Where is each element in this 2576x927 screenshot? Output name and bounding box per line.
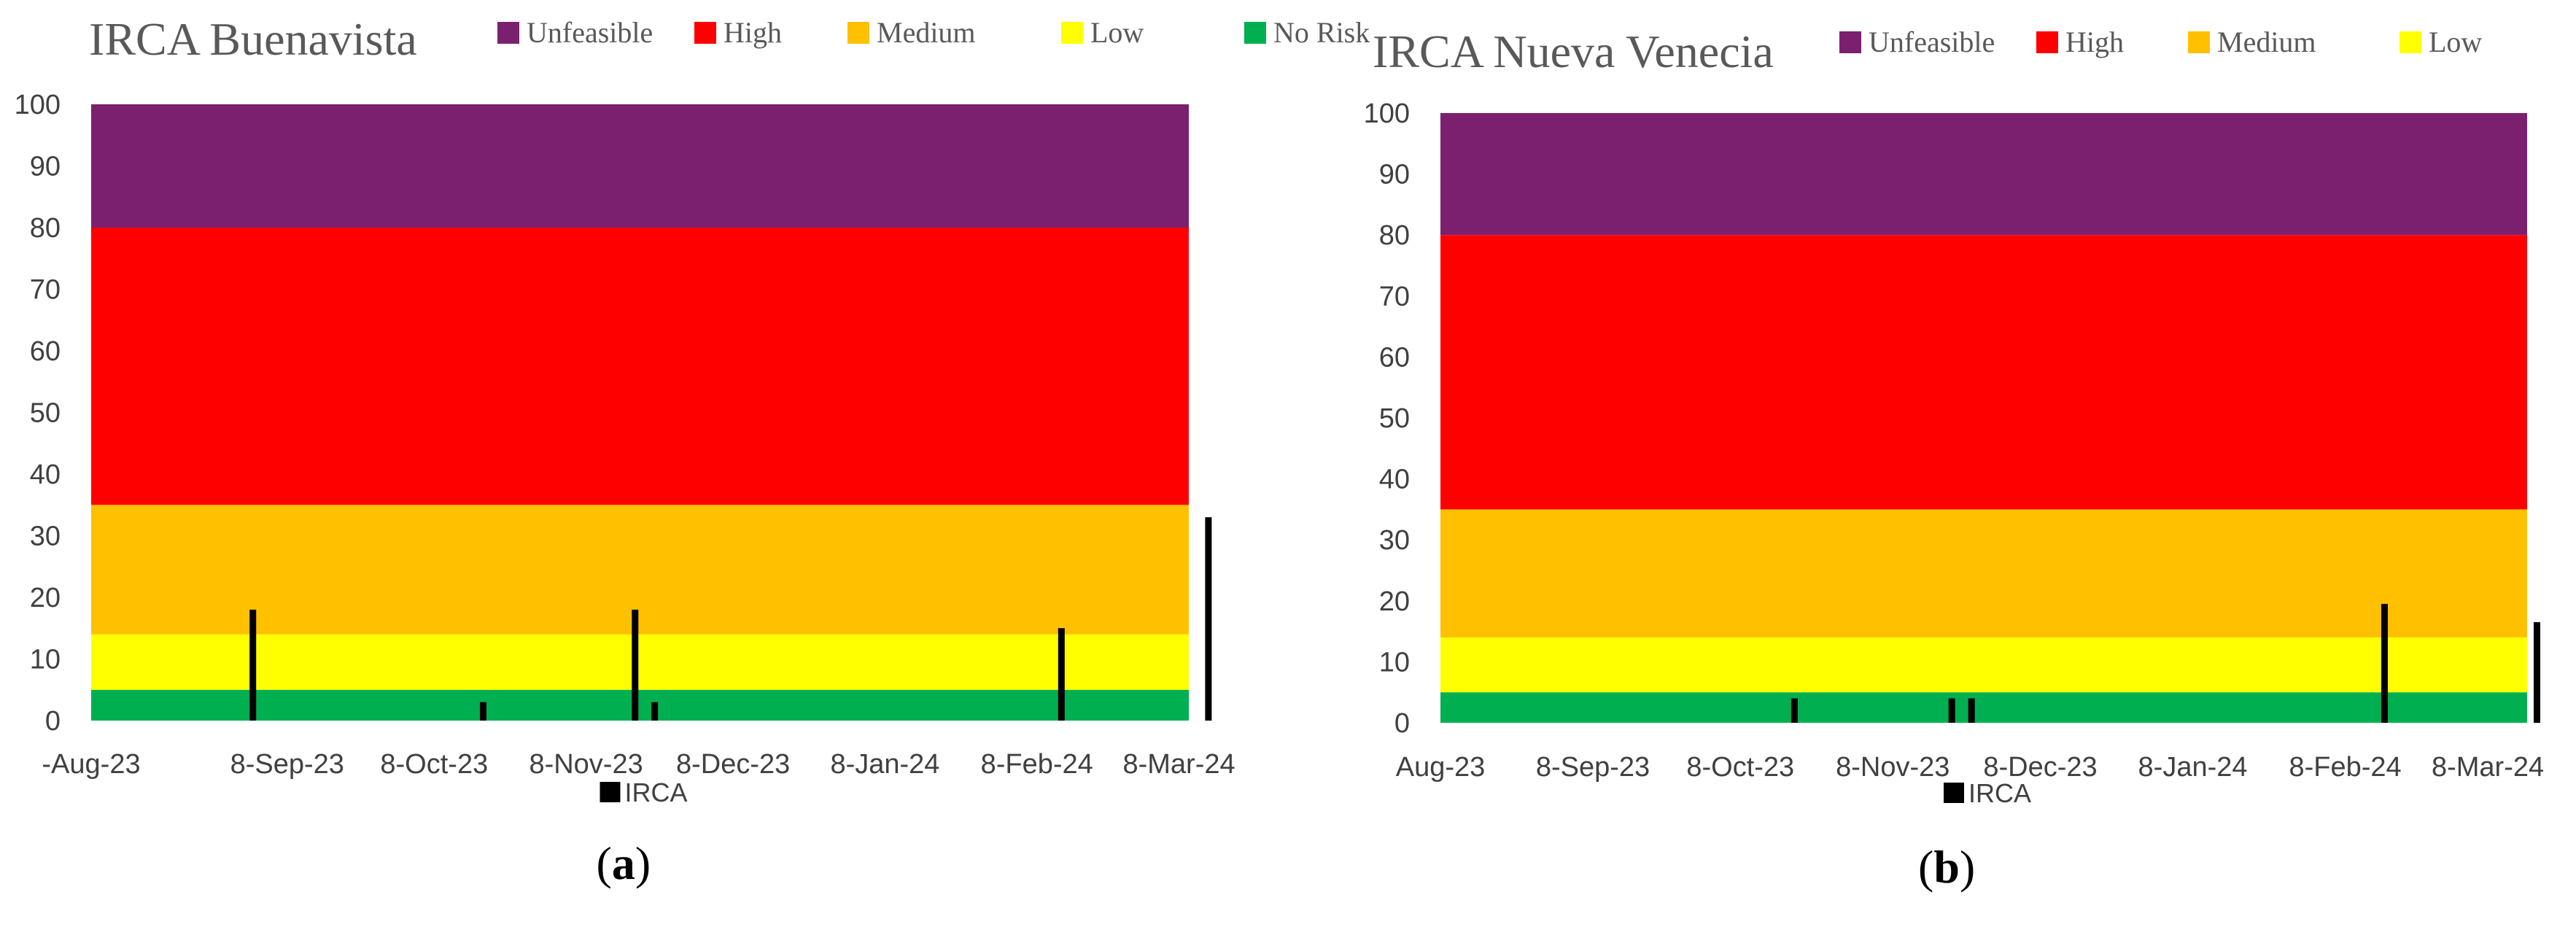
x-tick-label: -Aug-23: [42, 749, 140, 780]
legend-label-no-risk: No Risk: [1273, 16, 1370, 49]
irca-bar: [651, 702, 659, 721]
legend-swatch-medium: [2188, 31, 2210, 53]
y-tick-label: 50: [30, 398, 61, 429]
legend-label-medium: Medium: [2217, 26, 2316, 58]
y-tick-label: 80: [1379, 220, 1410, 251]
panel-label: (a): [597, 837, 651, 889]
legend-swatch-unfeasible: [1839, 31, 1861, 53]
y-tick-label: 30: [30, 521, 61, 552]
band-no-risk: [1440, 692, 2527, 723]
x-tick-label: 8-Jan-24: [830, 749, 939, 780]
y-tick-label: 10: [1379, 647, 1410, 678]
y-tick-label: 100: [1364, 98, 1410, 129]
x-tick-label: 8-Mar-24: [2432, 752, 2544, 783]
y-tick-label: 70: [1379, 282, 1410, 312]
irca-bar: [632, 609, 639, 721]
irca-bar: [2533, 622, 2540, 723]
y-tick-label: 80: [30, 213, 61, 244]
legend-swatch-high: [694, 22, 716, 44]
x-tick-label: Aug-23: [1396, 752, 1486, 783]
x-tick-label: 8-Sep-23: [1536, 752, 1650, 783]
y-tick-label: 90: [1379, 160, 1410, 190]
x-tick-label: 8-Dec-23: [676, 749, 790, 780]
x-tick-label: 8-Mar-24: [1122, 749, 1235, 780]
irca-bar: [1968, 698, 1975, 723]
band-high: [1440, 235, 2527, 510]
legend-label-unfeasible: Unfeasible: [1869, 26, 1995, 58]
series-legend-label: IRCA: [625, 777, 688, 807]
irca-bar: [1205, 517, 1212, 721]
y-tick-label: 40: [30, 459, 61, 490]
legend-swatch-low: [2400, 31, 2421, 53]
legend-swatch-medium: [847, 22, 869, 44]
y-tick-label: 30: [1379, 525, 1410, 556]
series-legend-swatch: [600, 782, 621, 802]
legend-swatch-low: [1061, 22, 1083, 44]
x-tick-label: 8-Nov-23: [529, 749, 643, 780]
y-tick-label: 90: [30, 152, 61, 182]
series-legend-swatch: [1944, 783, 1964, 803]
legend-label-low: Low: [1090, 16, 1144, 49]
x-tick-label: 8-Feb-24: [981, 749, 1093, 780]
irca-bar: [1791, 698, 1798, 723]
x-tick-label: 8-Dec-23: [1983, 752, 2097, 783]
y-tick-label: 100: [15, 90, 61, 120]
band-unfeasible: [1440, 113, 2527, 236]
y-tick-label: 0: [45, 706, 61, 737]
chart-panel-b: IRCA Nueva Venecia Unfeasible High Medium Lo…: [1364, 26, 2545, 893]
y-tick-label: 20: [30, 583, 61, 613]
band-no-risk: [91, 689, 1189, 721]
legend-label-unfeasible: Unfeasible: [527, 16, 653, 49]
x-tick-label: 8-Feb-24: [2289, 752, 2401, 783]
band-low: [1440, 637, 2527, 693]
band-medium: [1440, 509, 2527, 637]
y-tick-label: 40: [1379, 465, 1410, 495]
legend-label-low: Low: [2429, 26, 2482, 58]
band-medium: [91, 505, 1189, 635]
irca-bar: [1948, 698, 1955, 723]
legend-swatch-unfeasible: [497, 22, 519, 44]
legend-label-medium: Medium: [877, 16, 976, 49]
band-unfeasible: [91, 104, 1189, 228]
y-tick-label: 70: [30, 275, 61, 306]
y-tick-label: 50: [1379, 403, 1410, 434]
x-tick-label: 8-Jan-24: [2138, 752, 2248, 783]
x-tick-label: 8-Oct-23: [1686, 752, 1794, 783]
x-tick-label: 8-Sep-23: [230, 749, 344, 780]
y-tick-label: 20: [1379, 586, 1410, 617]
irca-bar: [480, 702, 486, 721]
irca-bar: [249, 609, 257, 721]
chart-title: IRCA Nueva Venecia: [1373, 26, 1774, 77]
irca-bar: [2381, 603, 2388, 723]
y-tick-label: 0: [1394, 708, 1410, 739]
chart-title: IRCA Buenavista: [89, 13, 417, 65]
x-tick-label: 8-Nov-23: [1836, 752, 1950, 783]
panel-label: (b): [1918, 841, 1975, 893]
legend-swatch-no-risk: [1244, 22, 1266, 44]
band-low: [91, 634, 1189, 690]
legend-label-high: High: [723, 16, 782, 49]
x-tick-label: 8-Oct-23: [380, 749, 488, 780]
legend-label-high: High: [2065, 26, 2124, 58]
band-high: [91, 228, 1189, 505]
series-legend-label: IRCA: [1968, 778, 2031, 808]
chart-panel-a: IRCA Buenavista Unfeasible High Medium Low No…: [15, 13, 1370, 889]
y-tick-label: 10: [30, 645, 61, 675]
legend-swatch-high: [2036, 31, 2058, 53]
irca-bar: [1058, 628, 1065, 721]
y-tick-label: 60: [1379, 342, 1410, 373]
y-tick-label: 60: [30, 336, 61, 367]
